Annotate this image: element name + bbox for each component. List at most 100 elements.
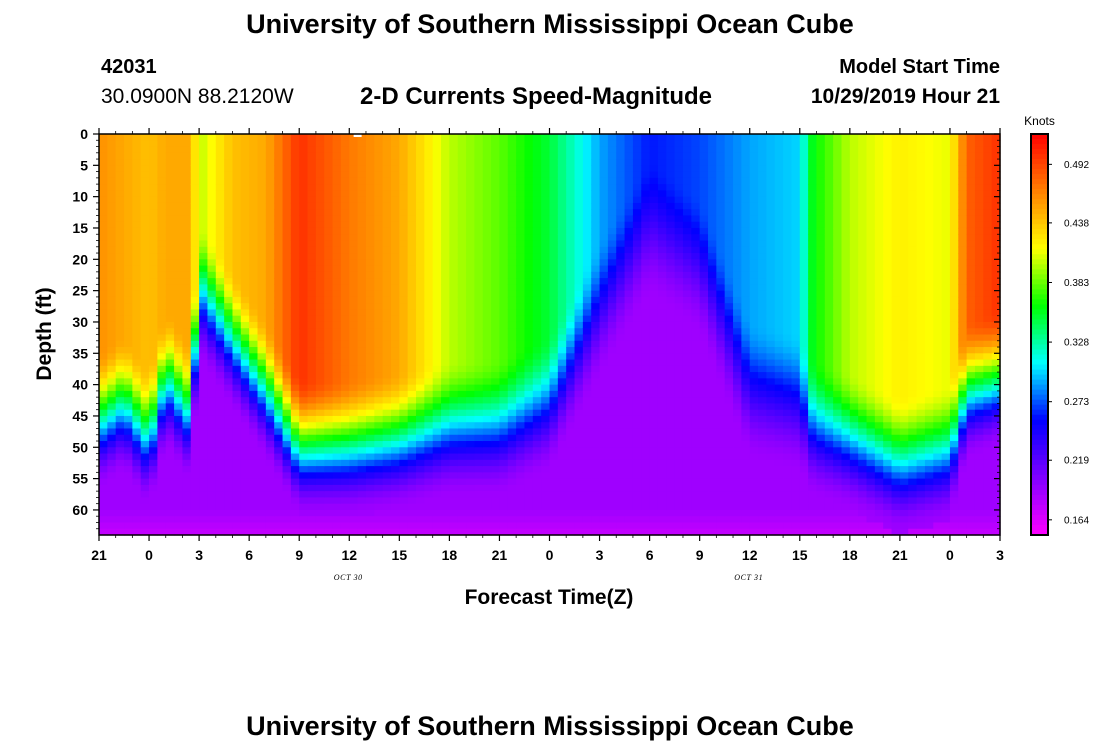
heatmap-cell [165,497,175,505]
heatmap-cell [466,472,476,480]
heatmap-cell [149,146,158,154]
heatmap-cell [491,347,501,354]
heatmap-cell [349,509,359,517]
heatmap-cell [399,177,409,185]
heatmap-cell [132,271,142,279]
heatmap-cell [699,497,709,505]
heatmap-cell [282,171,292,179]
heatmap-cell [549,359,559,367]
heatmap-cell [682,378,692,386]
heatmap-cell [165,409,175,417]
heatmap-cell [591,415,601,423]
heatmap-cell [232,509,242,517]
heatmap-cell [574,459,584,467]
heatmap-cell [324,221,334,229]
heatmap-cell [616,428,626,436]
heatmap-cell [424,503,434,511]
heatmap-cell [324,290,334,298]
heatmap-cell [340,165,350,173]
heatmap-cell [599,422,609,430]
heatmap-cell [532,159,542,166]
heatmap-cell [124,159,133,166]
heatmap-cell [107,134,117,141]
heatmap-cell [107,428,117,436]
heatmap-cell [340,209,350,217]
heatmap-cell [165,253,175,260]
heatmap-cell [332,447,342,455]
heatmap-cell [457,466,467,473]
heatmap-cell [307,522,317,530]
heatmap-cell [324,146,334,154]
heatmap-cell [299,403,309,411]
heatmap-cell [382,484,392,492]
heatmap-cell [132,484,142,492]
heatmap-cell [257,152,267,160]
heatmap-cell [524,177,534,185]
heatmap-cell [657,384,667,392]
heatmap-cell [399,528,409,536]
heatmap-cell [691,234,701,242]
heatmap-cell [315,190,325,198]
heatmap-cell [332,278,342,285]
heatmap-cell [99,146,108,154]
heatmap-cell [207,196,217,204]
heatmap-cell [307,215,317,223]
heatmap-cell [99,415,108,423]
heatmap-cell [674,353,684,361]
heatmap-cell [382,359,392,367]
heatmap-cell [624,397,634,405]
heatmap-cell [416,503,425,511]
heatmap-cell [591,265,601,273]
heatmap-cell [207,134,217,141]
heatmap-cell [549,221,559,229]
heatmap-cell [115,528,125,536]
heatmap-cell [574,403,584,411]
heatmap-cell [682,497,692,505]
heatmap-cell [499,503,509,511]
heatmap-cell [365,284,375,292]
heatmap-cell [407,415,417,423]
heatmap-cell [441,372,450,379]
heatmap-cell [149,202,158,210]
heatmap-cell [591,434,601,442]
heatmap-cell [499,491,509,499]
heatmap-cell [124,347,133,354]
heatmap-cell [349,453,359,461]
heatmap-cell [199,453,209,461]
heatmap-cell [249,422,259,430]
heatmap-cell [232,447,242,455]
heatmap-cell [491,390,501,398]
heatmap-cell [215,522,225,530]
heatmap-cell [132,347,142,354]
heatmap-cell [315,484,325,492]
heatmap-cell [282,328,292,336]
heatmap-cell [215,221,225,229]
heatmap-cell [174,459,184,467]
heatmap-cell [474,196,484,204]
heatmap-cell [99,265,108,273]
heatmap-cell [691,522,701,530]
heatmap-cell [282,265,292,273]
heatmap-cell [557,384,567,392]
heatmap-cell [274,347,284,354]
heatmap-cell [449,209,459,217]
heatmap-cell [257,165,267,173]
heatmap-cell [616,152,626,160]
heatmap-cell [424,478,434,486]
heatmap-cell [432,315,442,323]
heatmap-cell [257,522,267,530]
heatmap-cell [516,253,526,260]
heatmap-cell [332,253,342,260]
heatmap-cell [649,340,659,348]
heatmap-cell [257,140,267,148]
heatmap-cell [541,202,551,210]
heatmap-cell [174,177,184,185]
heatmap-cell [299,177,309,185]
heatmap-cell [315,378,325,386]
heatmap-cell [591,271,601,279]
heatmap-cell [691,434,701,442]
heatmap-cell [174,303,184,311]
heatmap-cell [574,184,584,191]
heatmap-cell [557,434,567,442]
heatmap-cell [457,259,467,267]
